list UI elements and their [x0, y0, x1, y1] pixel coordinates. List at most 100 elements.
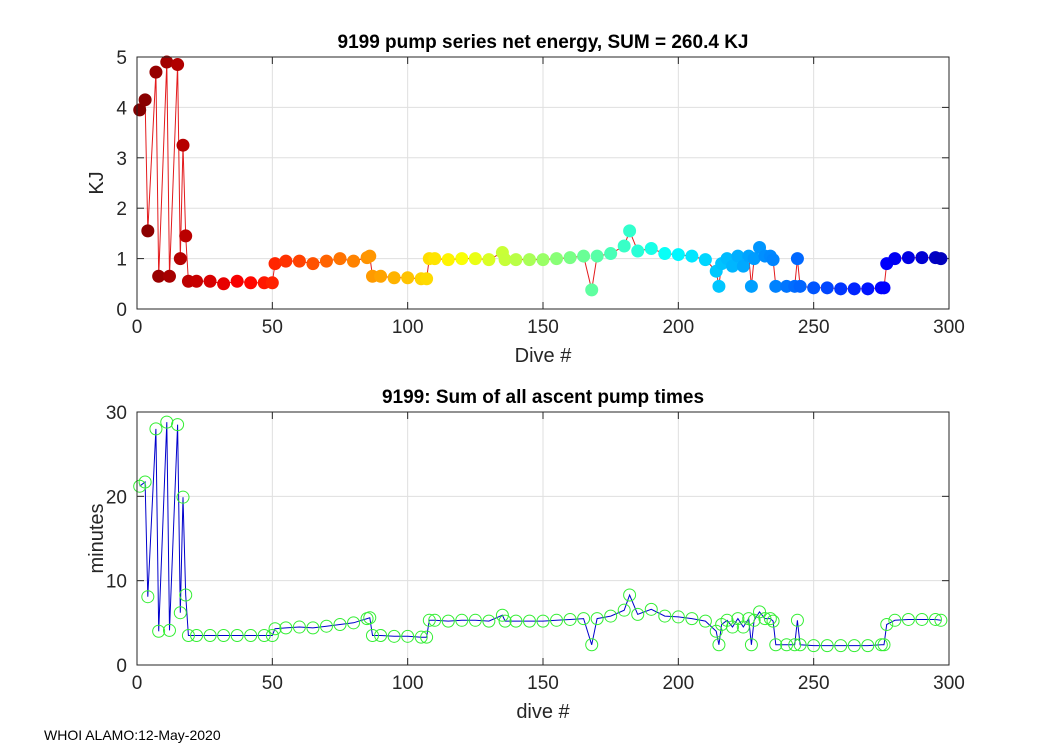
y-axis-label: minutes: [86, 503, 108, 573]
data-point: [766, 253, 780, 267]
x-tick-label: 200: [662, 317, 694, 338]
data-point: [176, 138, 190, 152]
data-point: [617, 239, 631, 253]
data-point: [171, 58, 185, 72]
data-point: [482, 614, 496, 628]
data-point: [901, 612, 915, 626]
data-point: [536, 614, 550, 628]
chart-title: 9199 pump series net energy, SUM = 260.4…: [338, 32, 749, 53]
data-point: [744, 279, 758, 293]
data-point: [901, 251, 915, 265]
data-point: [563, 612, 577, 626]
data-point: [877, 281, 891, 295]
data-point: [319, 254, 333, 268]
data-point: [604, 609, 618, 623]
data-point: [152, 269, 166, 283]
data-point: [244, 276, 258, 290]
data-point: [152, 624, 166, 638]
x-axis-label: dive #: [516, 701, 570, 723]
data-point: [834, 282, 848, 296]
data-point: [279, 254, 293, 268]
data-point: [495, 608, 509, 622]
y-tick-label: 1: [116, 250, 127, 271]
data-point: [333, 618, 347, 632]
data-point: [928, 612, 942, 626]
data-point: [631, 607, 645, 621]
data-point: [498, 253, 512, 267]
data-point: [536, 253, 550, 267]
data-point: [763, 612, 777, 626]
chart-panel-1: 0 50 100 150 200 250 300 0 1 2 3 4 5 9199 pump series…: [86, 32, 965, 367]
data-point: [847, 639, 861, 653]
data-point: [671, 610, 685, 624]
data-point: [190, 274, 204, 288]
data-point: [179, 588, 193, 602]
data-point: [203, 274, 217, 288]
data-point: [420, 272, 434, 286]
data-point: [744, 638, 758, 652]
data-point: [401, 629, 415, 643]
data-point: [671, 248, 685, 262]
data-point: [631, 244, 645, 258]
data-point: [847, 282, 861, 296]
data-point: [807, 639, 821, 653]
data-point: [468, 613, 482, 627]
data-point: [230, 628, 244, 642]
x-tick-label: 200: [662, 673, 694, 694]
data-point: [820, 639, 834, 653]
x-tick-label: 300: [933, 317, 965, 338]
y-tick-label: 0: [116, 656, 127, 677]
x-tick-label: 100: [392, 317, 424, 338]
data-point: [685, 612, 699, 626]
data-point: [138, 93, 152, 107]
data-point: [861, 639, 875, 653]
data-point: [374, 628, 388, 642]
data-point: [162, 269, 176, 283]
data-point: [428, 613, 442, 627]
data-point: [790, 252, 804, 266]
data-point: [934, 252, 948, 266]
data-point: [623, 588, 637, 602]
data-point: [712, 638, 726, 652]
data-point: [363, 249, 377, 263]
x-tick-label: 250: [798, 673, 830, 694]
data-point: [347, 616, 361, 630]
data-point: [698, 614, 712, 628]
data-point: [623, 224, 637, 238]
axes-frame: [136, 56, 950, 310]
data-point: [306, 621, 320, 635]
data-point: [257, 628, 271, 642]
data-point: [455, 252, 469, 266]
y-tick-label: 10: [106, 572, 127, 593]
x-axis-label: Dive #: [515, 345, 573, 367]
data-point: [793, 279, 807, 293]
data-point: [742, 612, 756, 626]
data-point: [604, 247, 618, 261]
data-point: [915, 251, 929, 265]
data-point: [780, 638, 794, 652]
data-point: [319, 619, 333, 633]
data-point: [217, 277, 231, 291]
data-point: [888, 252, 902, 266]
data-point: [585, 638, 599, 652]
data-point: [179, 229, 193, 243]
data-point: [915, 612, 929, 626]
data-point: [509, 253, 523, 267]
data-point: [265, 628, 279, 642]
data-point: [658, 609, 672, 623]
series-line: [139, 422, 941, 647]
data-point: [617, 603, 631, 617]
data-point: [173, 252, 187, 266]
y-tick-label: 5: [116, 48, 127, 69]
x-tick-label: 0: [132, 317, 143, 338]
data-point: [807, 281, 821, 295]
data-point: [292, 620, 306, 634]
data-point: [769, 638, 783, 652]
data-point: [230, 274, 244, 288]
data-point: [441, 253, 455, 267]
data-point: [550, 613, 564, 627]
data-point: [790, 613, 804, 627]
data-point: [834, 639, 848, 653]
data-point: [522, 614, 536, 628]
